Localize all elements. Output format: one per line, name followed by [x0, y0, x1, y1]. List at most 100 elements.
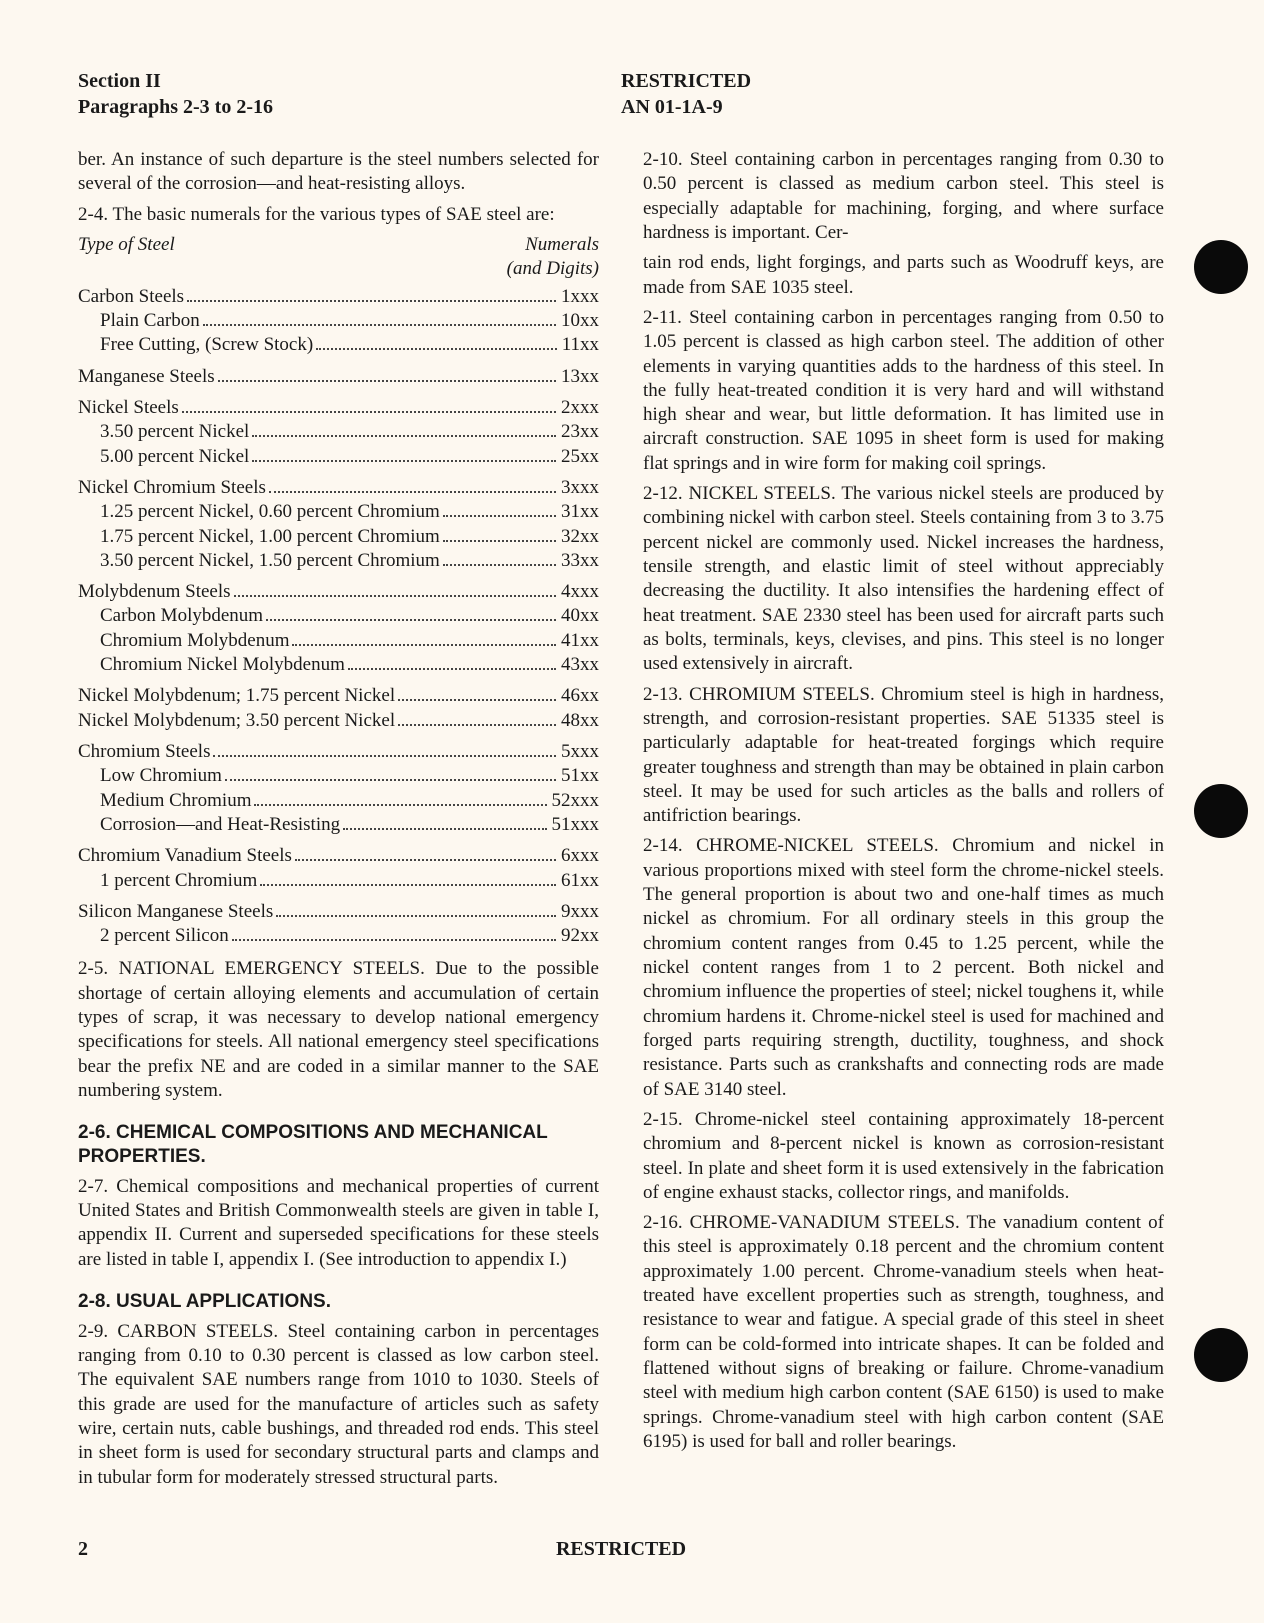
leader-dots [398, 708, 556, 726]
steel-numeral: 5xxx [559, 740, 599, 763]
steel-numeral: 11xx [560, 333, 599, 356]
steel-label: 3.50 percent Nickel [78, 420, 249, 443]
steel-label: Nickel Molybdenum; 1.75 percent Nickel [78, 684, 395, 707]
restricted-label: RESTRICTED [621, 68, 751, 94]
para-2-13: 2-13. CHROMIUM STEELS. Chromium steel is… [643, 683, 1164, 829]
binder-hole [1194, 240, 1248, 294]
steel-row: Chromium Vanadium Steels 6xxx [78, 843, 599, 867]
steel-label: 1.75 percent Nickel, 1.00 percent Chromi… [78, 525, 440, 548]
steel-row: Manganese Steels 13xx [78, 364, 599, 388]
para-2-11: 2-11. Steel containing carbon in percent… [643, 306, 1164, 476]
steel-label: Chromium Molybdenum [78, 629, 289, 652]
doc-number: AN 01-1A-9 [621, 94, 751, 120]
steel-row: Nickel Molybdenum; 3.50 percent Nickel48… [78, 708, 599, 732]
para-2-14: 2-14. CHROME-NICKEL STEELS. Chromium and… [643, 834, 1164, 1101]
steel-label: Corrosion—and Heat-Resisting [78, 813, 340, 836]
para-2-7: 2-7. Chemical compositions and mechanica… [78, 1175, 599, 1272]
leader-dots [182, 395, 556, 413]
leader-dots [252, 443, 556, 461]
binder-hole [1194, 784, 1248, 838]
steel-numeral: 2xxx [559, 396, 599, 419]
steel-label: Chromium Vanadium Steels [78, 844, 292, 867]
steel-label: Chromium Steels [78, 740, 210, 763]
steel-label: Medium Chromium [78, 789, 251, 812]
steel-row: Corrosion—and Heat-Resisting51xxx [78, 812, 599, 836]
steel-row: Chromium Molybdenum 41xx [78, 628, 599, 652]
para-2-15: 2-15. Chrome-nickel steel containing app… [643, 1108, 1164, 1205]
steel-row: Low Chromium51xx [78, 763, 599, 787]
steel-type-table: Carbon Steels1xxxPlain Carbon10xxFree Cu… [78, 284, 599, 948]
page-header: Section II Paragraphs 2-3 to 2-16 RESTRI… [78, 68, 1164, 120]
steel-label: Nickel Steels [78, 396, 179, 419]
leader-dots [225, 763, 556, 781]
steel-label: Nickel Chromium Steels [78, 476, 266, 499]
page-footer: 2 RESTRICTED [78, 1538, 1164, 1561]
steel-row: Free Cutting, (Screw Stock) 11xx [78, 332, 599, 356]
steel-numeral: 33xx [559, 549, 599, 572]
steel-numeral: 51xx [559, 764, 599, 787]
steel-numeral: 52xxx [550, 789, 600, 812]
binder-hole [1194, 1328, 1248, 1382]
steel-numeral: 6xxx [559, 844, 599, 867]
document-page: Section II Paragraphs 2-3 to 2-16 RESTRI… [0, 0, 1264, 1623]
steel-label: Manganese Steels [78, 365, 215, 388]
steel-row: Carbon Steels1xxx [78, 284, 599, 308]
steel-numeral: 48xx [559, 709, 599, 732]
steel-label: 3.50 percent Nickel, 1.50 percent Chromi… [78, 549, 440, 572]
steel-numeral: 13xx [559, 365, 599, 388]
steel-label: 2 percent Silicon [78, 924, 229, 947]
steel-numeral: 32xx [559, 525, 599, 548]
leader-dots [276, 899, 556, 917]
leader-dots [213, 739, 556, 757]
steel-numeral: 4xxx [559, 580, 599, 603]
leader-dots [292, 628, 556, 646]
steel-numeral: 3xxx [559, 476, 599, 499]
leader-dots [254, 788, 546, 806]
steel-label: Carbon Molybdenum [78, 604, 263, 627]
para-2-16: 2-16. CHROME-VANADIUM STEELS. The vanadi… [643, 1211, 1164, 1454]
steel-numeral: 23xx [559, 420, 599, 443]
leader-dots [266, 603, 556, 621]
steel-label: Carbon Steels [78, 285, 184, 308]
steel-label: 1 percent Chromium [78, 869, 257, 892]
leader-dots [232, 923, 556, 941]
steel-label: 1.25 percent Nickel, 0.60 percent Chromi… [78, 500, 440, 523]
leader-dots [316, 332, 557, 350]
steel-row: Nickel Steels 2xxx [78, 395, 599, 419]
leader-dots [234, 579, 556, 597]
steel-label: Silicon Manganese Steels [78, 900, 273, 923]
heading-2-6: 2-6. CHEMICAL COMPOSITIONS AND MECHANICA… [78, 1121, 599, 1169]
steel-row: Chromium Nickel Molybdenum43xx [78, 652, 599, 676]
steel-label: Free Cutting, (Screw Stock) [78, 333, 313, 356]
steel-row: 2 percent Silicon 92xx [78, 923, 599, 947]
para-2-10: 2-10. Steel containing carbon in percent… [643, 148, 1164, 245]
leader-dots [269, 475, 556, 493]
leader-dots [443, 548, 556, 566]
footer-restricted: RESTRICTED [78, 1538, 1164, 1561]
leader-dots [260, 867, 556, 885]
leader-dots [252, 419, 556, 437]
steel-table-header: Type of Steel Numerals (and Digits) [78, 233, 599, 282]
steel-row: Carbon Molybdenum40xx [78, 603, 599, 627]
para-2-12: 2-12. NICKEL STEELS. The various nickel … [643, 482, 1164, 677]
steel-numeral: 61xx [559, 869, 599, 892]
steel-numeral: 92xx [559, 924, 599, 947]
steel-numeral: 41xx [559, 629, 599, 652]
steel-numeral: 9xxx [559, 900, 599, 923]
para-2-5: 2-5. NATIONAL EMERGENCY STEELS. Due to t… [78, 957, 599, 1103]
steel-numeral: 46xx [559, 684, 599, 707]
leader-dots [218, 364, 556, 382]
leader-dots [348, 652, 556, 670]
steel-row: 1 percent Chromium 61xx [78, 867, 599, 891]
leader-dots [443, 499, 556, 517]
steel-row: 3.50 percent Nickel 23xx [78, 419, 599, 443]
paragraphs-label: Paragraphs 2-3 to 2-16 [78, 94, 621, 120]
para-2-4: 2-4. The basic numerals for the various … [78, 203, 599, 227]
steel-row: Nickel Molybdenum; 1.75 percent Nickel 46… [78, 683, 599, 707]
steel-numeral: 31xx [559, 500, 599, 523]
steel-row: 5.00 percent Nickel25xx [78, 443, 599, 467]
steel-row: 1.75 percent Nickel, 1.00 percent Chromi… [78, 523, 599, 547]
steel-label: Molybdenum Steels [78, 580, 231, 603]
leader-dots [398, 683, 556, 701]
steel-row: 1.25 percent Nickel, 0.60 percent Chromi… [78, 499, 599, 523]
